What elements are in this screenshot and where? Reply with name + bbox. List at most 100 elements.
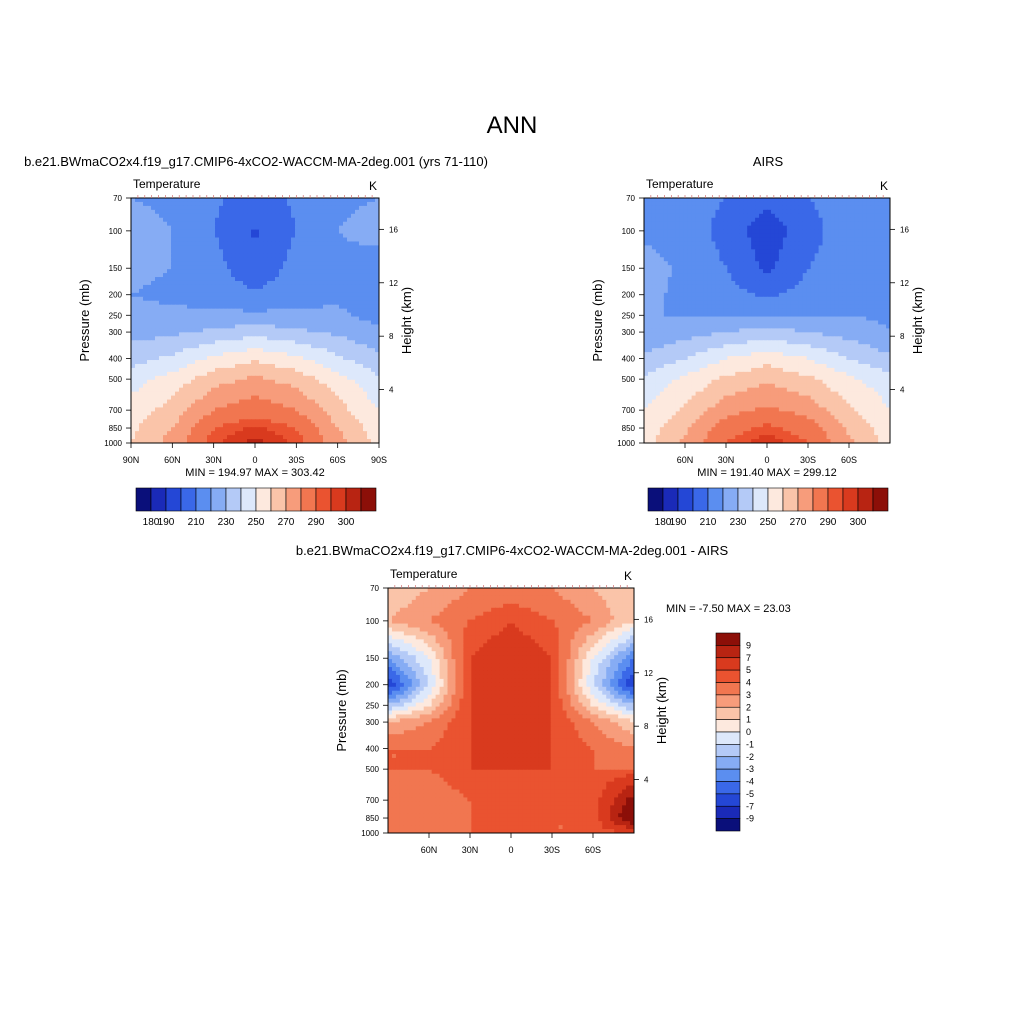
contour-cell <box>367 292 372 298</box>
contour-cell <box>195 419 200 424</box>
contour-cell <box>323 213 328 219</box>
contour-cell <box>878 253 883 258</box>
contour-cell <box>647 245 653 250</box>
contour-cell <box>255 277 260 282</box>
contour-cell <box>211 233 216 239</box>
contour-cell <box>195 265 200 270</box>
contour-cell <box>203 387 208 393</box>
contour-cell <box>327 367 332 373</box>
contour-cell <box>335 340 340 345</box>
contour-cell <box>759 249 764 254</box>
contour-cell <box>802 237 808 243</box>
contour-cell <box>315 277 320 282</box>
contour-cell <box>806 249 812 254</box>
contour-cell <box>715 213 720 219</box>
contour-cell <box>211 265 216 270</box>
contour-cell <box>295 280 300 286</box>
colorbar-swatch <box>315 487 332 512</box>
contour-cell <box>822 253 828 258</box>
contour-cell <box>343 253 348 258</box>
contour-cell <box>862 241 867 247</box>
contour-cell <box>159 423 164 428</box>
contour-cell <box>759 225 764 231</box>
contour-cell <box>347 213 352 219</box>
contour-cell <box>323 209 328 215</box>
contour-cell <box>131 225 136 231</box>
contour-cell <box>782 209 788 215</box>
contour-cell <box>675 213 681 219</box>
contour-cell <box>211 296 216 302</box>
contour-cell <box>175 363 180 369</box>
contour-cell <box>743 217 748 223</box>
contour-cell <box>371 415 376 420</box>
contour-field <box>131 198 379 443</box>
contour-cell <box>191 245 196 250</box>
contour-cell <box>223 367 228 373</box>
contour-cell <box>307 407 312 412</box>
contour-cell <box>163 201 168 207</box>
contour-cell <box>794 229 800 235</box>
contour-cell <box>351 296 356 302</box>
contour-cell <box>231 375 236 381</box>
contour-cell <box>846 217 851 223</box>
contour-cell <box>215 229 220 235</box>
contour-cell <box>743 201 748 207</box>
contour-cell <box>267 356 272 361</box>
contour-cell <box>279 300 284 306</box>
contour-cell <box>878 245 883 250</box>
contour-cell <box>331 284 336 290</box>
contour-cell <box>195 411 200 416</box>
contour-cell <box>339 288 344 294</box>
contour-cell <box>159 419 164 424</box>
contour-cell <box>375 237 379 243</box>
contour-cell <box>719 245 724 250</box>
contour-cell <box>331 296 336 302</box>
contour-cell <box>203 328 208 333</box>
contour-cell <box>227 265 232 270</box>
contour-cell <box>227 332 232 337</box>
contour-cell <box>659 253 665 258</box>
contour-cell <box>163 308 168 314</box>
contour-cell <box>846 257 851 262</box>
contour-cell <box>163 340 168 345</box>
contour-cell <box>135 241 140 247</box>
contour-cell <box>263 316 268 322</box>
contour-cell <box>818 253 824 258</box>
contour-cell <box>175 371 180 377</box>
contour-cell <box>854 245 859 250</box>
contour-cell <box>183 269 188 274</box>
contour-cell <box>207 300 212 306</box>
contour-cell <box>782 253 788 258</box>
contour-cell <box>319 205 324 211</box>
contour-cell <box>759 233 764 239</box>
contour-cell <box>239 435 244 440</box>
contour-cell <box>239 205 244 211</box>
contour-cell <box>171 312 176 318</box>
contour-cell <box>663 233 669 239</box>
contour-cell <box>355 249 360 254</box>
contour-cell <box>323 233 328 239</box>
contour-cell <box>355 328 360 333</box>
contour-cell <box>343 296 348 302</box>
contour-cell <box>259 296 264 302</box>
contour-cell <box>243 269 248 274</box>
contour-cell <box>143 233 148 239</box>
contour-cell <box>207 407 212 412</box>
contour-cell <box>818 261 824 266</box>
contour-cell <box>339 383 344 389</box>
contour-cell <box>171 225 176 231</box>
y-tick-label: 100 <box>109 227 123 236</box>
contour-cell <box>663 245 669 250</box>
contour-cell <box>135 328 140 333</box>
contour-cell <box>371 423 376 428</box>
contour-cell <box>862 198 867 203</box>
contour-cell <box>159 439 164 443</box>
contour-cell <box>187 344 192 349</box>
contour-cell <box>135 356 140 361</box>
contour-cell <box>279 241 284 247</box>
contour-cell <box>183 399 188 405</box>
contour-cell <box>183 320 188 326</box>
contour-cell <box>207 360 212 365</box>
contour-cell <box>135 344 140 349</box>
